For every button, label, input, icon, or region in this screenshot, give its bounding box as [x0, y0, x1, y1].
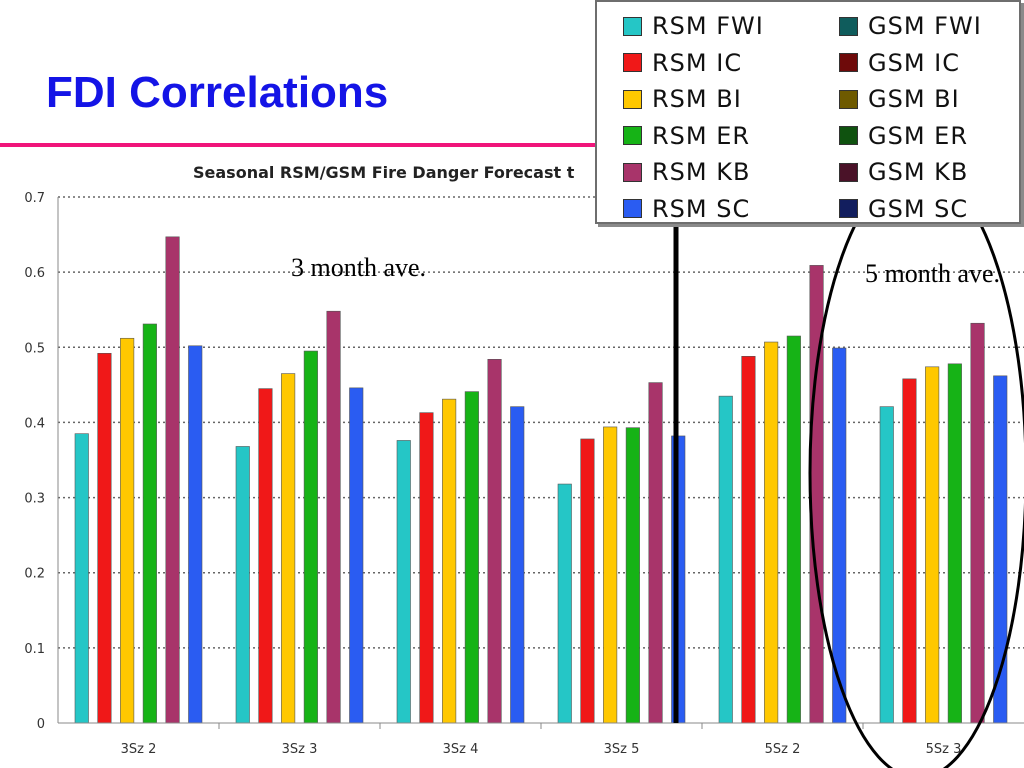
bar	[718, 395, 733, 724]
bar	[786, 335, 801, 724]
legend-label: RSM ER	[652, 121, 751, 150]
y-tick-label: 0.5	[24, 341, 45, 356]
legend-swatch	[623, 89, 642, 109]
legend-item: GSM BI	[839, 81, 982, 118]
legend-label: GSM BI	[868, 85, 960, 114]
legend-label: GSM FWI	[868, 12, 982, 41]
x-tick-label: 5Sz 3	[926, 742, 962, 757]
bar	[580, 438, 595, 724]
bar	[648, 382, 663, 724]
legend-swatch	[623, 16, 642, 36]
y-tick-label: 0.3	[24, 492, 45, 507]
legend-item: GSM KB	[839, 154, 982, 191]
legend-label: GSM KB	[868, 158, 969, 187]
legend-swatch	[839, 16, 858, 36]
legend-item: GSM FWI	[839, 8, 982, 45]
bar	[510, 406, 525, 724]
bar	[281, 373, 296, 724]
legend-swatch	[839, 53, 858, 73]
bar	[464, 391, 479, 724]
plot-area	[58, 197, 1024, 723]
y-tick-label: 0.4	[24, 416, 45, 431]
x-tick-label: 3Sz 2	[121, 742, 157, 757]
legend-item: RSM ER	[623, 118, 764, 155]
y-tick-label: 0.6	[24, 266, 45, 281]
bar	[188, 345, 203, 724]
legend-label: RSM BI	[652, 85, 742, 114]
y-tick-label: 0	[37, 717, 45, 732]
slide-title: FDI Correlations	[46, 68, 389, 117]
bar	[741, 356, 756, 724]
bar	[557, 483, 572, 724]
bar	[902, 378, 917, 724]
title-divider	[0, 143, 600, 147]
legend-item: RSM IC	[623, 45, 764, 82]
legend-swatch	[839, 126, 858, 146]
legend-swatch	[623, 199, 642, 219]
y-tick-label: 0.1	[24, 642, 45, 657]
legend-column-gsm: GSM FWI GSM IC GSM BI GSM ER GSM KB GSM SC	[839, 8, 982, 227]
bar	[764, 341, 779, 724]
legend-item: RSM FWI	[623, 8, 764, 45]
legend-item: GSM SC	[839, 191, 982, 228]
legend-swatch	[839, 162, 858, 182]
legend-column-rsm: RSM FWI RSM IC RSM BI RSM ER RSM KB RSM SC	[623, 8, 764, 227]
x-tick-label: 5Sz 2	[765, 742, 801, 757]
annotation-3-month: 3 month ave.	[291, 253, 427, 282]
legend-swatch	[839, 199, 858, 219]
bar	[442, 398, 457, 724]
legend-item: RSM BI	[623, 81, 764, 118]
bar	[326, 310, 341, 724]
legend-label: RSM IC	[652, 48, 743, 77]
chart-legend: RSM FWI RSM IC RSM BI RSM ER RSM KB RSM SC GS…	[595, 0, 1021, 224]
bar	[303, 350, 318, 724]
x-tick-label: 3Sz 5	[604, 742, 640, 757]
annotation-5-month: 5 month ave.	[865, 259, 1001, 288]
bar	[349, 387, 364, 724]
bar	[487, 359, 502, 724]
legend-item: GSM IC	[839, 45, 982, 82]
y-tick-label: 0.7	[24, 191, 45, 206]
legend-item: RSM KB	[623, 154, 764, 191]
legend-label: RSM KB	[652, 158, 751, 187]
legend-swatch	[623, 126, 642, 146]
x-tick-label: 3Sz 3	[282, 742, 318, 757]
bar	[235, 446, 250, 724]
bar	[74, 433, 89, 724]
bar	[419, 412, 434, 724]
bar	[879, 406, 894, 724]
bar	[396, 440, 411, 724]
y-tick-label: 0.2	[24, 567, 45, 582]
legend-swatch	[623, 53, 642, 73]
bar	[165, 236, 180, 724]
bar	[258, 388, 273, 724]
bar	[97, 352, 112, 724]
bar	[970, 322, 985, 724]
legend-label: RSM SC	[652, 194, 751, 223]
legend-item: RSM SC	[623, 191, 764, 228]
chart-title: Seasonal RSM/GSM Fire Danger Forecast t	[193, 163, 575, 182]
legend-label: RSM FWI	[652, 12, 764, 41]
x-tick-label: 3Sz 4	[443, 742, 479, 757]
legend-swatch	[623, 162, 642, 182]
legend-swatch	[839, 89, 858, 109]
bar	[625, 427, 640, 724]
bar	[142, 323, 157, 724]
bar	[947, 363, 962, 724]
legend-item: GSM ER	[839, 118, 982, 155]
legend-label: GSM ER	[868, 121, 969, 150]
legend-label: GSM IC	[868, 48, 961, 77]
bar	[120, 337, 135, 724]
bar	[603, 426, 618, 724]
bar	[925, 366, 940, 724]
legend-label: GSM SC	[868, 194, 969, 223]
